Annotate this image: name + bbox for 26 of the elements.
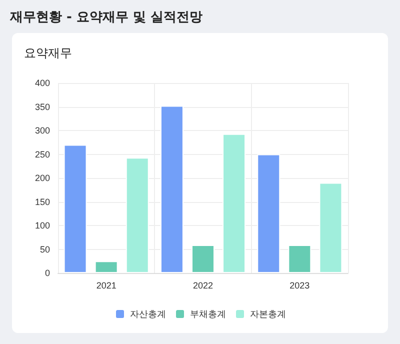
bar [160, 106, 184, 273]
y-tick-label: 150 [34, 196, 50, 207]
legend-label: 자산총계 [130, 309, 166, 319]
y-tick-label: 200 [34, 173, 50, 183]
y-tick-label: 100 [34, 220, 50, 230]
y-tick-label: 350 [34, 102, 50, 112]
x-tick-label: 2021 [96, 280, 116, 290]
bar [64, 144, 87, 273]
x-tick-label: 2023 [290, 280, 310, 290]
bar [319, 182, 342, 273]
bar [288, 244, 312, 273]
bar [257, 154, 280, 273]
x-tick-label: 2022 [192, 280, 214, 290]
y-tick-label: 250 [34, 149, 50, 160]
bar [192, 244, 214, 273]
y-tick-label: 50 [40, 244, 50, 254]
y-tick-label: 300 [34, 126, 50, 136]
bar [126, 158, 149, 273]
bar [222, 134, 246, 273]
chart-title: 재무현황 - 요약재무 및 실적전망 [10, 9, 202, 26]
y-tick-label: 400 [34, 78, 50, 88]
legend-label: 부채총계 [190, 309, 226, 319]
chart-subtitle: 요약재무 [24, 45, 72, 62]
bar [94, 261, 118, 273]
legend-label: 자본총계 [250, 309, 286, 319]
y-tick-label: 0 [44, 268, 50, 278]
